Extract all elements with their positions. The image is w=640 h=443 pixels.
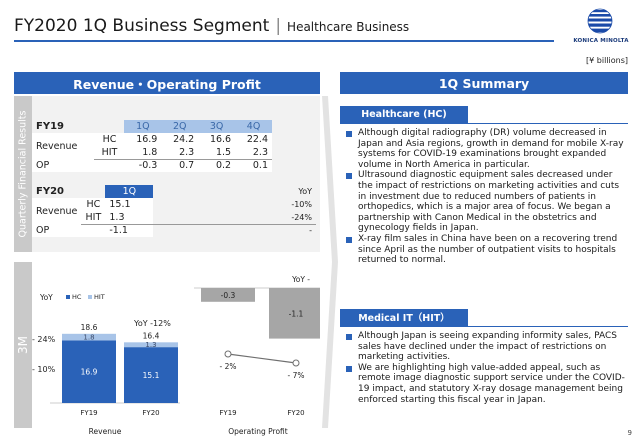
hit-label: HIT <box>81 211 106 225</box>
quarterly-results-tab: Quarterly Financial Results <box>14 96 32 252</box>
table-cell: 24.2 <box>161 133 199 146</box>
table-cell: 0.1 <box>235 159 272 172</box>
hc-section-heading: Healthcare (HC) <box>340 106 468 124</box>
legend-hit-swatch <box>88 295 92 299</box>
title-separator: | <box>275 16 282 36</box>
list-item: Although digital radiography (DR) volume… <box>344 128 628 170</box>
legend-hc-label: HC <box>72 293 82 301</box>
table-cell: 1.5 <box>198 146 236 160</box>
legend-hit-label: HIT <box>94 293 105 301</box>
revenue-hit-data-label: 1.8 <box>83 334 94 342</box>
revenue-label: Revenue <box>32 198 82 224</box>
revenue-bar-hit <box>62 333 116 341</box>
quarter-header: 1Q <box>124 120 162 133</box>
table-cell: 1.8 <box>124 146 162 160</box>
op-margin-point <box>292 359 300 367</box>
yoy-header: YoY <box>298 187 312 196</box>
table-cell: 1.3 <box>105 211 154 225</box>
three-month-tab: 3M <box>14 262 32 428</box>
op-margin-point <box>224 350 232 358</box>
revenue-yoy-total: YoY -12% <box>133 319 171 328</box>
list-item: X-ray film sales in China have been on a… <box>344 234 628 266</box>
table-cell: 15.1 <box>105 198 154 211</box>
hc-bullet-list: Although digital radiography (DR) volume… <box>344 128 628 266</box>
revenue-chart-title: Revenue <box>89 427 122 436</box>
title-bar: FY2020 1Q Business Segment | Healthcare … <box>14 10 554 42</box>
fy20-table: FY20 1Q YoY Revenue HC 15.1 -10% HIT 1.3… <box>32 185 316 237</box>
fy19-label: FY19 <box>36 121 64 132</box>
hit-section-divider <box>340 326 628 327</box>
quarter-header: 1Q <box>105 185 154 198</box>
op-data-label: -1.1 <box>289 309 304 318</box>
op-margin-line <box>227 353 297 364</box>
op-chart-title: Operating Profit <box>228 427 288 436</box>
quarter-header: 2Q <box>161 120 199 133</box>
table-cell: 0.2 <box>198 159 236 172</box>
revenue-yoy-hit: - 24% <box>32 335 56 344</box>
op-label: OP <box>32 159 95 172</box>
table-cell: 2.3 <box>235 146 272 160</box>
list-item: Although Japan is seeing expanding infor… <box>344 331 628 363</box>
revenue-yoy-label: YoY <box>39 293 53 302</box>
revenue-bar-hc <box>124 347 178 403</box>
revenue-category-label: FY19 <box>80 409 97 417</box>
fy19-table: FY19 1Q 2Q 3Q 4Q Revenue HC 16.9 24.2 16… <box>32 120 272 172</box>
op-yoy-label: YoY - <box>291 275 310 284</box>
list-item: We are highlighting high value-added app… <box>344 363 628 405</box>
revenue-label: Revenue <box>32 133 95 159</box>
legend-hc-swatch <box>66 295 70 299</box>
page-number: 9 <box>627 429 632 437</box>
revenue-bar-hc <box>62 340 116 403</box>
right-panel-heading: 1Q Summary <box>340 72 628 94</box>
unit-label: [¥ billions] <box>586 56 628 65</box>
op-margin-label: - 7% <box>288 371 305 380</box>
revenue-category-label: FY20 <box>142 409 159 417</box>
konica-minolta-logo-icon <box>587 8 613 34</box>
table-cell: -0.3 <box>124 159 162 172</box>
quarter-header: 4Q <box>235 120 272 133</box>
op-margin-label: - 2% <box>220 362 237 371</box>
op-category-label: FY20 <box>287 409 304 417</box>
logo-text: KONICA MINOLTA <box>573 38 629 44</box>
yoy-cell: -24% <box>263 211 316 225</box>
table-cell: 0.7 <box>161 159 199 172</box>
hc-section-divider <box>340 123 628 124</box>
revenue-hit-data-label: 1.3 <box>145 341 156 349</box>
revenue-hc-data-label: 16.9 <box>81 368 98 377</box>
table-cell: 16.6 <box>198 133 236 146</box>
table-cell: 2.3 <box>161 146 199 160</box>
hit-bullet-list: Although Japan is seeing expanding infor… <box>344 331 628 405</box>
op-label: OP <box>32 224 82 237</box>
op-data-label: -0.3 <box>221 291 236 300</box>
revenue-total-label: 18.6 <box>81 323 98 332</box>
yoy-cell: - <box>309 226 312 236</box>
op-bar <box>269 288 320 339</box>
revenue-yoy-hc: - 10% <box>32 365 56 374</box>
revenue-bar-hit <box>124 342 178 348</box>
hit-section-heading: Medical IT（HIT） <box>340 309 468 327</box>
yoy-cell: -10% <box>291 200 312 209</box>
revenue-total-label: 16.4 <box>143 331 160 340</box>
three-month-tab-label: 3M <box>16 336 30 354</box>
quarter-header: 3Q <box>198 120 236 133</box>
table-cell: 16.9 <box>124 133 162 146</box>
hc-label: HC <box>81 198 106 211</box>
hit-label: HIT <box>94 146 125 160</box>
left-panel-heading: Revenue・Operating Profit <box>14 72 320 94</box>
fy20-label: FY20 <box>36 186 64 197</box>
page-title: FY2020 1Q Business Segment <box>14 16 270 36</box>
segment-charts: YoY HC HIT YoY -12% - 24% - 10% Revenue … <box>32 275 320 436</box>
op-bar <box>201 288 255 302</box>
slide-header: FY2020 1Q Business Segment | Healthcare … <box>0 0 640 52</box>
hc-label: HC <box>94 133 125 146</box>
table-cell: 22.4 <box>235 133 272 146</box>
list-item: Ultrasound diagnostic equipment sales de… <box>344 170 628 234</box>
page-subtitle: Healthcare Business <box>287 20 410 34</box>
op-category-label: FY19 <box>219 409 236 417</box>
revenue-hc-data-label: 15.1 <box>143 371 160 380</box>
quarterly-results-tab-label: Quarterly Financial Results <box>17 110 29 238</box>
flow-arrow-icon <box>322 96 338 428</box>
table-cell: -1.1 <box>105 224 154 237</box>
